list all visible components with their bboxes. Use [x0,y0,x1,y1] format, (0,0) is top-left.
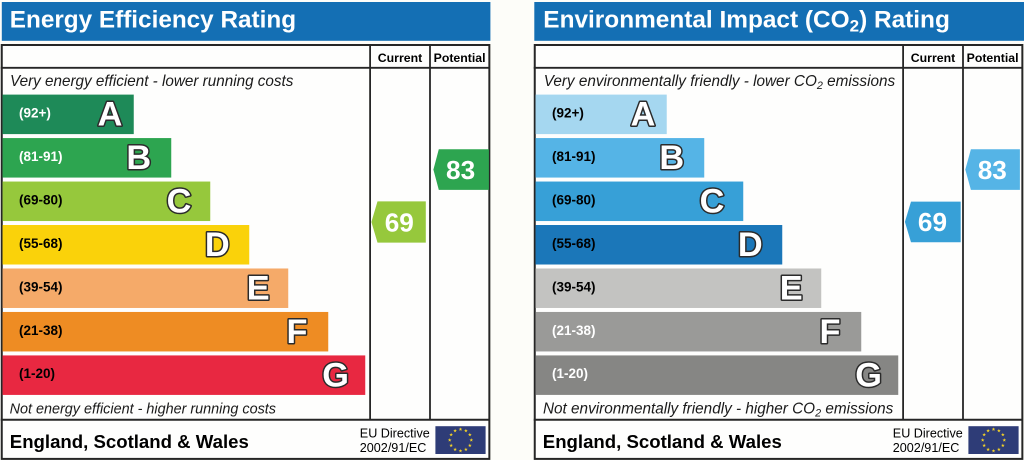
svg-text:G: G [855,356,882,394]
svg-text:A: A [631,96,656,134]
svg-text:(1-20): (1-20) [19,366,55,381]
svg-text:2002/91/EC: 2002/91/EC [893,441,960,455]
svg-text:Not environmentally friendly -: Not environmentally friendly - higher CO… [543,400,894,419]
svg-text:G: G [322,356,349,394]
svg-text:C: C [700,183,725,221]
svg-text:83: 83 [446,155,475,185]
svg-text:F: F [287,313,308,351]
svg-text:(55-68): (55-68) [552,236,596,251]
svg-text:69: 69 [385,207,414,237]
svg-text:Environmental Impact (CO2) Rat: Environmental Impact (CO2) Rating [543,7,950,36]
svg-text:E: E [247,269,270,307]
svg-text:D: D [738,226,763,264]
svg-text:Potential: Potential [434,51,486,65]
svg-text:B: B [659,139,684,177]
svg-text:(55-68): (55-68) [19,236,63,251]
svg-text:Very energy efficient - lower: Very energy efficient - lower running co… [10,73,294,90]
svg-text:England, Scotland & Wales: England, Scotland & Wales [10,431,249,452]
svg-text:A: A [98,96,123,134]
svg-text:EU Directive: EU Directive [360,427,430,441]
svg-text:Very environmentally friendly: Very environmentally friendly - lower CO… [544,73,896,92]
svg-text:Current: Current [378,51,422,65]
svg-text:(81-91): (81-91) [19,149,63,164]
svg-text:F: F [820,313,841,351]
svg-text:(81-91): (81-91) [552,149,596,164]
svg-text:(21-38): (21-38) [19,323,63,338]
svg-text:(92+): (92+) [19,105,51,120]
svg-text:Not energy efficient - higher: Not energy efficient - higher running co… [10,401,276,417]
svg-text:D: D [205,226,230,264]
svg-text:83: 83 [978,155,1007,185]
svg-text:E: E [780,269,803,307]
svg-text:(21-38): (21-38) [552,323,596,338]
svg-text:Potential: Potential [967,51,1019,65]
svg-text:Energy Efficiency Rating: Energy Efficiency Rating [10,7,296,34]
svg-text:(69-80): (69-80) [19,192,63,207]
svg-text:EU Directive: EU Directive [893,427,963,441]
svg-text:(39-54): (39-54) [552,279,596,294]
svg-text:(1-20): (1-20) [552,366,588,381]
svg-text:Current: Current [911,51,955,65]
svg-text:England, Scotland & Wales: England, Scotland & Wales [543,431,782,452]
svg-text:2002/91/EC: 2002/91/EC [360,441,427,455]
svg-text:(39-54): (39-54) [19,279,63,294]
svg-text:B: B [126,139,151,177]
svg-text:(92+): (92+) [552,105,584,120]
svg-text:(69-80): (69-80) [552,192,596,207]
svg-text:C: C [167,183,192,221]
svg-text:69: 69 [918,207,947,237]
